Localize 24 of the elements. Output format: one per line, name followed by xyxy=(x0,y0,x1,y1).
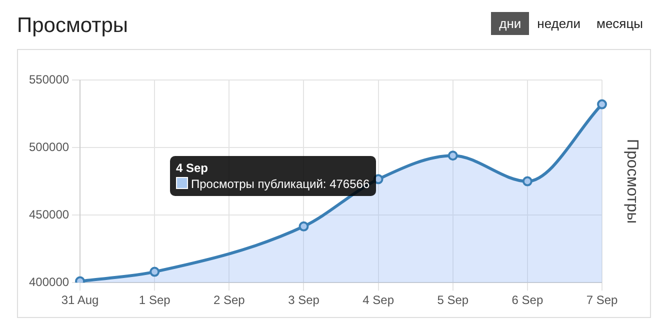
point xyxy=(597,99,607,110)
point xyxy=(150,266,160,277)
text: месяцы xyxy=(596,15,644,33)
x-tick-label: 2 Sep xyxy=(213,293,246,308)
point xyxy=(448,150,458,161)
x-tick-label: 6 Sep xyxy=(512,293,544,308)
x-tick-label: 5 Sep xyxy=(437,293,469,308)
x-tick-label: 3 Sep xyxy=(288,293,320,308)
y-tick-label: 400000 xyxy=(28,274,70,289)
x-tick-label: 7 Sep xyxy=(586,293,618,308)
x-tick-label: 4 Sep xyxy=(362,293,394,308)
x-tick-label: 1 Sep xyxy=(138,293,171,308)
y-tick-label: 500000 xyxy=(28,140,70,154)
y-axis-title: Просмотры xyxy=(624,139,641,224)
point xyxy=(298,221,309,232)
annotation: 4 Sep xyxy=(176,160,210,176)
y-tick-label: 450000 xyxy=(28,207,70,222)
point xyxy=(522,176,532,186)
x-tick-label: 31 Aug xyxy=(61,293,99,308)
annotation: Просмотры публикаций: 476566 xyxy=(191,177,370,191)
text: недели xyxy=(536,15,582,33)
y-tick-label: 550000 xyxy=(28,72,70,86)
chart-title: Просмотры xyxy=(17,14,128,38)
text: дни xyxy=(491,12,530,35)
